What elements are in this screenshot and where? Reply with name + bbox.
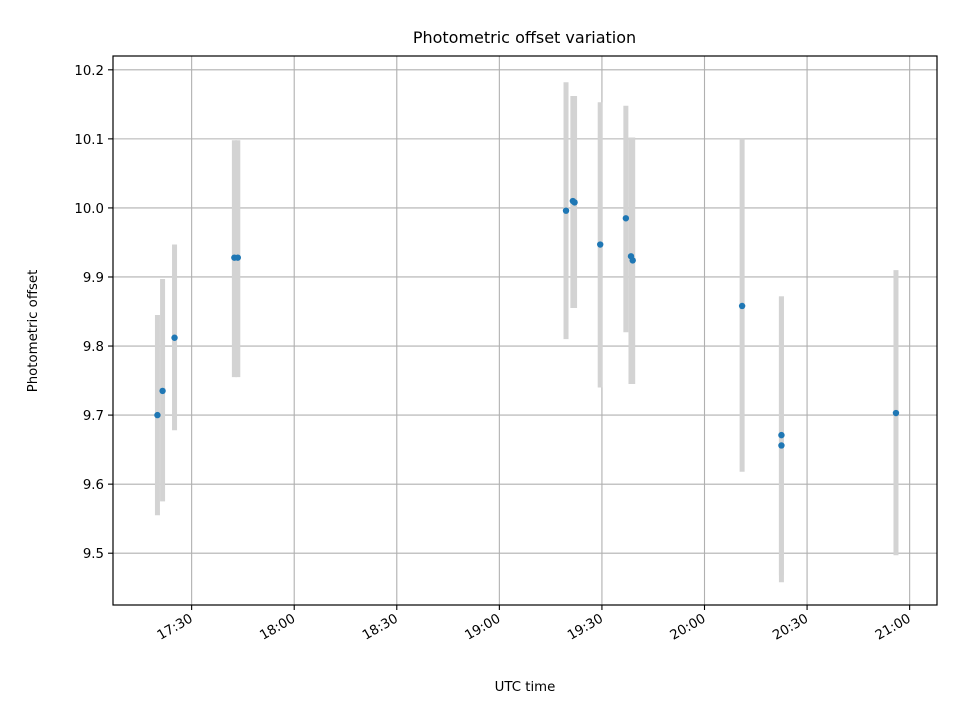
data-point	[234, 254, 241, 261]
data-point	[778, 442, 785, 449]
data-point	[171, 334, 178, 341]
y-tick-label: 10.0	[74, 202, 104, 217]
y-tick-label: 9.6	[83, 478, 104, 493]
plot-frame	[112, 55, 938, 606]
data-point	[892, 409, 900, 417]
data-point	[562, 207, 570, 214]
data-point	[629, 257, 636, 264]
y-tick-label: 9.7	[83, 409, 104, 424]
y-tick-label: 9.8	[83, 340, 104, 355]
data-point	[738, 302, 746, 310]
data-point	[571, 199, 578, 206]
point-layer	[154, 197, 900, 449]
y-tick-label: 10.2	[74, 64, 104, 79]
data-point	[597, 241, 604, 248]
data-point	[778, 431, 785, 439]
chart-title: Photometric offset variation	[413, 28, 636, 47]
data-point	[154, 411, 161, 419]
y-tick-label: 9.9	[83, 271, 104, 286]
y-tick-label: 9.5	[83, 547, 104, 562]
y-axis-label: Photometric offset	[26, 270, 41, 393]
y-tick-label: 10.1	[74, 133, 104, 148]
data-point	[622, 215, 630, 222]
data-point	[159, 387, 166, 395]
x-axis-label: UTC time	[495, 680, 556, 695]
